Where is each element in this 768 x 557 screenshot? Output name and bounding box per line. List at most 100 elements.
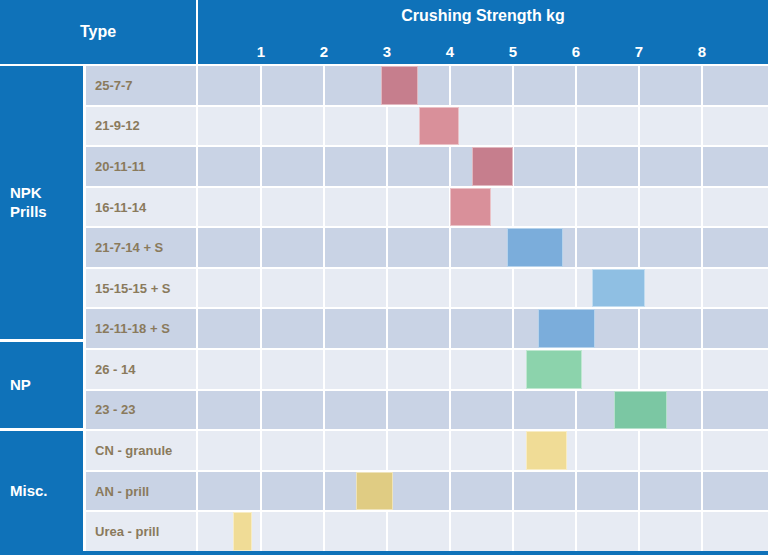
gridline (575, 107, 577, 146)
gridline (449, 391, 451, 430)
gridline (449, 228, 451, 267)
type-header-label: Type (80, 23, 116, 41)
gridline (260, 431, 262, 470)
chart-header: Crushing Strength kg 12345678 (198, 0, 768, 64)
x-axis-tick: 3 (383, 43, 391, 60)
gridline (449, 472, 451, 511)
row-chart-cell (198, 309, 768, 348)
strength-range-bar (381, 66, 419, 105)
gridline (638, 107, 640, 146)
gridline (260, 391, 262, 430)
row-chart-cell (198, 472, 768, 511)
row-chart-cell (198, 188, 768, 227)
gridline (323, 472, 325, 511)
row-label: 12-11-18 + S (86, 309, 198, 348)
row-chart-cell (198, 147, 768, 186)
gridline (260, 188, 262, 227)
table-row: 20-11-11 (86, 147, 768, 188)
gridline (449, 350, 451, 389)
row-chart-cell (198, 228, 768, 267)
gridline (386, 512, 388, 551)
gridline (386, 350, 388, 389)
group-label: NP (10, 376, 31, 395)
gridline (386, 107, 388, 146)
row-chart-cell (198, 512, 768, 551)
table-row: 21-9-12 (86, 107, 768, 148)
gridline (512, 188, 514, 227)
gridline (575, 147, 577, 186)
gridline (512, 66, 514, 105)
strength-range-bar (507, 228, 564, 267)
strength-range-bar (472, 147, 513, 186)
gridline (512, 309, 514, 348)
gridline (323, 66, 325, 105)
gridline (323, 228, 325, 267)
gridline (701, 188, 703, 227)
rows-area: 25-7-721-9-1220-11-1116-11-1421-7-14 + S… (86, 66, 768, 551)
x-axis-tick: 2 (320, 43, 328, 60)
table-row: 23 - 23 (86, 391, 768, 432)
strength-range-bar (526, 350, 583, 389)
gridline (701, 512, 703, 551)
bottom-border (0, 551, 768, 555)
gridline (260, 107, 262, 146)
row-label: 16-11-14 (86, 188, 198, 227)
gridline (323, 188, 325, 227)
row-label: 20-11-11 (86, 147, 198, 186)
gridline (638, 228, 640, 267)
x-axis-tick: 5 (509, 43, 517, 60)
table-row: CN - granule (86, 431, 768, 472)
row-label: 21-7-14 + S (86, 228, 198, 267)
gridline (575, 431, 577, 470)
gridline (701, 309, 703, 348)
gridline (386, 228, 388, 267)
gridline (260, 269, 262, 308)
x-axis-tick: 1 (257, 43, 265, 60)
x-axis-tick: 6 (572, 43, 580, 60)
gridline (638, 350, 640, 389)
chart-title: Crushing Strength kg (198, 7, 768, 25)
gridline (701, 269, 703, 308)
group-cell: Misc. (0, 431, 83, 551)
x-axis-tick: 8 (698, 43, 706, 60)
row-chart-cell (198, 350, 768, 389)
gridline (701, 228, 703, 267)
gridline (512, 269, 514, 308)
row-chart-cell (198, 431, 768, 470)
group-label: NPKPrills (10, 184, 47, 222)
gridline (260, 147, 262, 186)
gridline (449, 66, 451, 105)
gridline (386, 309, 388, 348)
table-body: NPKPrills NP Misc. 25-7-721-9-1220-11-1116… (0, 66, 768, 551)
group-cell: NP (0, 342, 83, 431)
strength-range-bar (526, 431, 567, 470)
gridline (512, 472, 514, 511)
gridline (701, 391, 703, 430)
gridline (575, 188, 577, 227)
gridline (323, 147, 325, 186)
gridline (449, 512, 451, 551)
gridline (323, 309, 325, 348)
gridline (701, 350, 703, 389)
table-row: AN - prill (86, 472, 768, 513)
row-label: AN - prill (86, 472, 198, 511)
group-cell: NPKPrills (0, 66, 83, 342)
gridline (701, 66, 703, 105)
gridline (386, 431, 388, 470)
gridline (701, 472, 703, 511)
group-label: Misc. (10, 482, 48, 501)
gridline (701, 431, 703, 470)
table-row: Urea - prill (86, 512, 768, 551)
gridline (638, 431, 640, 470)
gridline (260, 66, 262, 105)
gridline (638, 309, 640, 348)
row-label: 25-7-7 (86, 66, 198, 105)
gridline (701, 107, 703, 146)
gridline (575, 269, 577, 308)
gridline (260, 472, 262, 511)
table-row: 26 - 14 (86, 350, 768, 391)
gridline (386, 391, 388, 430)
gridline (260, 512, 262, 551)
gridline (638, 147, 640, 186)
type-column-header: Type (0, 0, 198, 64)
